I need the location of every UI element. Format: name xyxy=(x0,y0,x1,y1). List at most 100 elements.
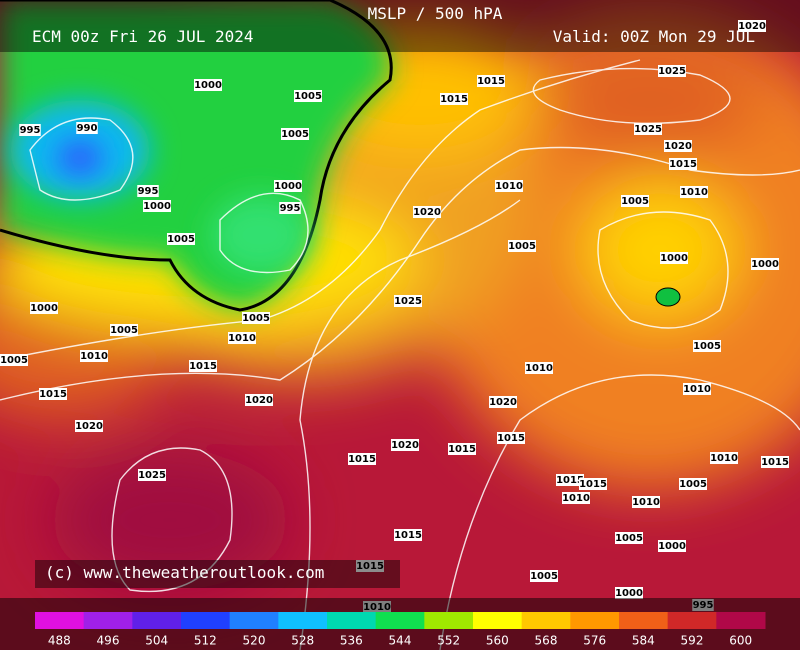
colorbar-swatch xyxy=(619,612,669,629)
isobar-label: 1010 xyxy=(80,351,108,362)
colorbar-swatch xyxy=(570,612,620,629)
colorbar-label: 568 xyxy=(535,634,558,648)
isobar-label-bg xyxy=(530,570,558,582)
colorbar-label: 592 xyxy=(681,634,704,648)
isobar-label: 1015 xyxy=(497,433,525,444)
colorbar-swatch xyxy=(375,612,425,629)
isobar-label: 1005 xyxy=(530,571,558,582)
colorbar-label: 560 xyxy=(486,634,509,648)
isobar-label-bg xyxy=(751,258,779,270)
isobar-label-bg xyxy=(658,540,686,552)
isobar-label: 1015 xyxy=(761,457,789,468)
isobar-label-bg xyxy=(669,158,697,170)
isobar-label-bg xyxy=(477,75,505,87)
copyright: (c) www.theweatheroutlook.com xyxy=(45,563,324,582)
isobar-label: 1020 xyxy=(75,421,103,432)
isobar-label: 1020 xyxy=(738,21,766,32)
isobar-label-bg xyxy=(80,350,108,362)
isobar-label: 1005 xyxy=(621,196,649,207)
isobar-label: 1025 xyxy=(138,470,166,481)
copyright-band xyxy=(35,560,400,588)
colorbar-label: 536 xyxy=(340,634,363,648)
isobar-label: 995 xyxy=(138,186,159,197)
isobar-label-bg xyxy=(489,396,517,408)
isobar-label: 995 xyxy=(20,125,41,136)
isobar-label-bg xyxy=(658,65,686,77)
isobar-label: 1015 xyxy=(356,561,384,572)
isobar-label: 1000 xyxy=(194,80,222,91)
colorbar-label: 504 xyxy=(145,634,168,648)
isobar-label: 1010 xyxy=(562,493,590,504)
isobar-label-bg xyxy=(615,587,643,599)
isobar-label-bg xyxy=(0,354,28,366)
isobar-label-bg xyxy=(413,206,441,218)
isobar-label: 1020 xyxy=(245,395,273,406)
isobar-label: 990 xyxy=(77,123,98,134)
isobar-label-bg xyxy=(525,362,553,374)
colorbar-swatch xyxy=(521,612,571,629)
isobar-label-bg xyxy=(693,340,721,352)
isobar-label-bg xyxy=(632,496,660,508)
isobar-label: 1010 xyxy=(525,363,553,374)
isobar-label-bg xyxy=(440,93,468,105)
isobar-label: 1015 xyxy=(477,76,505,87)
isobar-labels: 1000 1005 1005 995 990 995 1000 1005 1000 995 1015… xyxy=(0,20,789,613)
isobar-label: 1010 xyxy=(683,384,711,395)
isobar-label: 1010 xyxy=(680,187,708,198)
isobar-label: 1005 xyxy=(110,325,138,336)
isobar-label: 1015 xyxy=(189,361,217,372)
isobar-label: 1020 xyxy=(489,397,517,408)
isobar-label: 1015 xyxy=(394,530,422,541)
isobar-label: 1025 xyxy=(658,66,686,77)
isobar-label: 1000 xyxy=(751,259,779,270)
valid-label: Valid: 00Z Mon 29 JUL xyxy=(553,27,755,46)
isobar-label: 1005 xyxy=(167,234,195,245)
isobar-label: 1000 xyxy=(660,253,688,264)
isobar-label: 1010 xyxy=(495,181,523,192)
isobar-label: 1000 xyxy=(615,588,643,599)
isobar-label-bg xyxy=(680,186,708,198)
isobar-label-bg xyxy=(394,295,422,307)
colorbar-swatch xyxy=(229,612,279,629)
isobar-label-bg xyxy=(738,20,766,32)
isobar-label-bg xyxy=(39,388,67,400)
isobar-label-bg xyxy=(76,122,98,134)
isobar-label: 1000 xyxy=(274,181,302,192)
isobar-label-bg xyxy=(348,453,376,465)
isobar-label: 1005 xyxy=(0,355,28,366)
isobar-label: 1010 xyxy=(228,333,256,344)
isobar-label: 1020 xyxy=(664,141,692,152)
colorbar-label: 584 xyxy=(632,634,655,648)
colorbar-swatch xyxy=(278,612,328,629)
isobar-label-bg xyxy=(448,443,476,455)
colorbar-swatch xyxy=(473,612,523,629)
isobar-label-bg xyxy=(579,478,607,490)
isobar-label: 1025 xyxy=(394,296,422,307)
isobar-label-bg xyxy=(30,302,58,314)
isobar-label: 1010 xyxy=(632,497,660,508)
isobar-label-bg xyxy=(194,79,222,91)
isobar-label-bg xyxy=(279,202,301,214)
colorbar-swatch xyxy=(181,612,231,629)
colorbar-label: 512 xyxy=(194,634,217,648)
isobar-label: 1010 xyxy=(710,453,738,464)
isobar-label: 1015 xyxy=(39,389,67,400)
isobar-label-bg xyxy=(167,233,195,245)
isobar-label-bg xyxy=(660,252,688,264)
colorbar-label: 552 xyxy=(437,634,460,648)
isobar-label: 995 xyxy=(280,203,301,214)
isobar-label: 1015 xyxy=(348,454,376,465)
isobar-label-bg xyxy=(137,185,159,197)
colorbar-swatch xyxy=(35,612,85,629)
isobar-label-bg xyxy=(391,439,419,451)
isobar-label-bg xyxy=(683,383,711,395)
isobar-label-bg xyxy=(634,123,662,135)
isobar-label-bg xyxy=(621,195,649,207)
isobar-label: 1015 xyxy=(448,444,476,455)
isobar-label-bg xyxy=(679,478,707,490)
isobar-label: 1000 xyxy=(658,541,686,552)
isobar-label-bg xyxy=(75,420,103,432)
isobar-label: 1005 xyxy=(508,241,536,252)
isobar-label: 1020 xyxy=(413,207,441,218)
isobar-label: 1015 xyxy=(579,479,607,490)
